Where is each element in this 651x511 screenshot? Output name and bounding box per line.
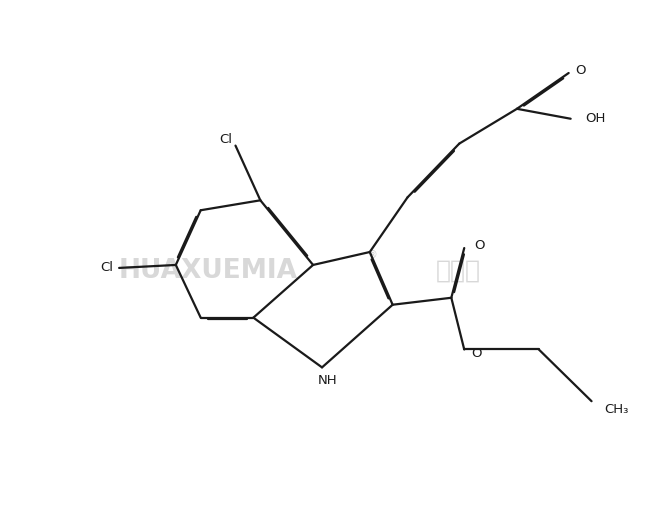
Text: ®: ® <box>368 250 378 261</box>
Text: O: O <box>575 63 586 77</box>
Text: CH₃: CH₃ <box>605 403 629 415</box>
Text: Cl: Cl <box>219 133 232 146</box>
Text: HUAXUEMIA: HUAXUEMIA <box>118 258 298 284</box>
Text: O: O <box>471 347 482 360</box>
Text: NH: NH <box>318 374 338 387</box>
Text: O: O <box>474 239 484 251</box>
Text: OH: OH <box>586 112 606 125</box>
Text: Cl: Cl <box>101 262 114 274</box>
Text: 化学加: 化学加 <box>436 259 480 283</box>
